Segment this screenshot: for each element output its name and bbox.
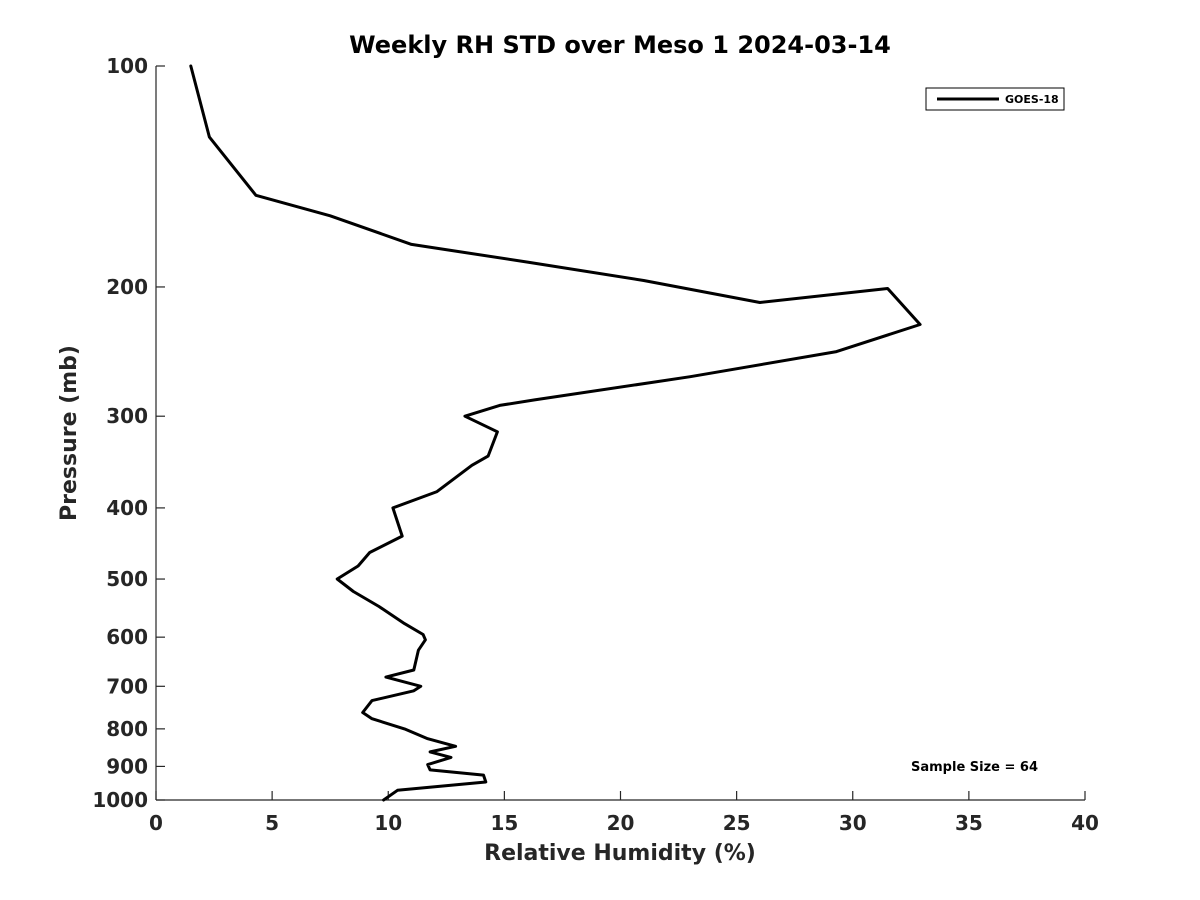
y-tick-label: 500	[106, 567, 148, 591]
x-tick-label: 10	[374, 811, 402, 835]
y-tick-label: 200	[106, 275, 148, 299]
x-tick-label: 5	[265, 811, 279, 835]
y-axis-label: Pressure (mb)	[57, 345, 82, 521]
x-tick-label: 35	[955, 811, 983, 835]
y-tick-label: 1000	[92, 788, 148, 812]
y-tick-label: 100	[106, 54, 148, 78]
series-line-1	[189, 64, 922, 802]
y-tick-label: 400	[106, 496, 148, 520]
x-tick-label: 20	[607, 811, 635, 835]
axes	[155, 66, 1085, 801]
legend-entry-goes-18: GOES-18	[1005, 93, 1059, 106]
y-tick-label: 600	[106, 625, 148, 649]
x-tick-label: 15	[490, 811, 518, 835]
x-tick-label: 0	[149, 811, 163, 835]
y-tick-label: 800	[106, 717, 148, 741]
y-ticks: 100 200 300 400 500 600 700 800 900 1000	[92, 54, 165, 812]
x-tick-label: 30	[839, 811, 867, 835]
y-tick-label: 700	[106, 674, 148, 698]
x-tick-label: 25	[723, 811, 751, 835]
sample-size-annotation: Sample Size = 64	[911, 760, 1038, 775]
x-axis-label: Relative Humidity (%)	[484, 841, 756, 866]
x-ticks: 0 5 10 15 20 25 30 35 40	[149, 791, 1099, 835]
legend: GOES-18	[925, 87, 1065, 111]
y-tick-label: 900	[106, 754, 148, 778]
chart-title: Weekly RH STD over Meso 1 2024-03-14	[349, 31, 891, 59]
x-tick-label: 40	[1071, 811, 1099, 835]
series-layer	[189, 64, 922, 802]
y-tick-label: 300	[106, 404, 148, 428]
